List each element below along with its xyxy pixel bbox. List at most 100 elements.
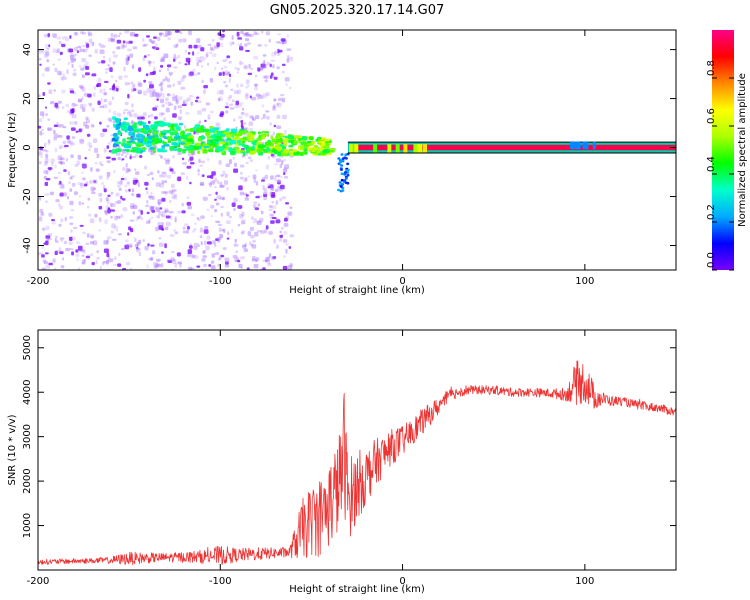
noise-cell: [233, 168, 239, 173]
blob-cell: [592, 141, 596, 150]
band-cell: [291, 149, 298, 153]
noise-cell: [220, 33, 225, 38]
noise-cell: [93, 92, 96, 98]
noise-cell: [247, 72, 253, 75]
noise-cell: [251, 258, 257, 262]
noise-cell: [218, 160, 222, 165]
noise-cell: [169, 73, 172, 77]
noise-cell: [169, 168, 174, 172]
noise-cell: [104, 219, 108, 225]
noise-cell: [156, 258, 161, 262]
noise-cell: [57, 135, 63, 138]
noise-cell: [282, 168, 288, 173]
noise-cell: [53, 124, 59, 127]
noise-cell: [277, 48, 280, 54]
noise-cell: [110, 32, 114, 37]
noise-cell: [166, 64, 172, 68]
noise-cell: [249, 115, 254, 119]
band-cell: [167, 139, 172, 144]
noise-cell: [240, 83, 244, 88]
noise-cell: [75, 253, 80, 257]
noise-cell: [247, 42, 251, 45]
noise-cell: [134, 243, 139, 248]
noise-cell: [69, 90, 75, 94]
noise-cell: [59, 237, 65, 240]
noise-cell: [92, 179, 98, 185]
noise-cell: [222, 247, 227, 250]
noise-cell: [77, 267, 81, 270]
noise-cell: [147, 54, 151, 57]
noise-cell: [244, 197, 250, 202]
band-cell: [178, 122, 184, 126]
noise-cell: [125, 41, 130, 45]
band-cell: [132, 132, 136, 138]
noise-cell: [110, 191, 114, 195]
band-cell: [152, 136, 159, 142]
noise-cell: [173, 53, 177, 59]
noise-cell: [241, 107, 245, 111]
noise-cell: [74, 53, 78, 56]
noise-cell: [58, 144, 64, 148]
noise-cell: [231, 202, 236, 207]
noise-cell: [125, 60, 129, 66]
noise-cell: [106, 176, 109, 180]
band-cell: [346, 174, 350, 177]
noise-cell: [45, 43, 48, 49]
noise-cell: [118, 216, 121, 220]
noise-cell: [245, 194, 249, 197]
band-cell: [161, 145, 165, 149]
noise-cell: [235, 126, 238, 129]
band-cell: [340, 153, 344, 156]
noise-cell: [271, 155, 277, 158]
noise-cell: [91, 41, 95, 47]
noise-cell: [104, 68, 110, 71]
noise-cell: [248, 63, 251, 69]
band-cell: [140, 128, 145, 132]
noise-cell: [142, 44, 147, 47]
noise-cell: [257, 67, 261, 72]
noise-cell: [158, 242, 164, 247]
noise-cell: [282, 114, 287, 120]
noise-cell: [215, 220, 221, 223]
noise-cell: [269, 186, 274, 191]
noise-cell: [138, 82, 143, 87]
noise-cell: [128, 40, 133, 44]
noise-cell: [88, 32, 93, 37]
noise-cell: [66, 135, 70, 140]
noise-cell: [175, 95, 179, 98]
noise-cell: [255, 93, 261, 97]
noise-cell: [65, 103, 70, 108]
band-cell: [339, 168, 343, 171]
noise-cell: [186, 196, 190, 200]
blob-cell: [574, 141, 578, 150]
noise-cell: [202, 255, 208, 258]
noise-cell: [82, 163, 87, 169]
noise-cell: [93, 187, 96, 191]
noise-cell: [161, 191, 166, 194]
noise-cell: [99, 43, 104, 49]
noise-cell: [59, 146, 63, 150]
noise-cell: [222, 30, 225, 33]
noise-cell: [93, 85, 97, 91]
noise-cell: [120, 214, 124, 218]
noise-cell: [52, 258, 56, 263]
noise-cell: [186, 229, 189, 234]
noise-cell: [99, 161, 103, 166]
noise-cell: [120, 43, 125, 47]
band-cell: [217, 146, 224, 152]
noise-cell: [103, 88, 106, 93]
noise-cell: [124, 184, 128, 188]
band-cell: [215, 135, 222, 141]
noise-cell: [168, 190, 174, 194]
band-cell: [344, 157, 348, 160]
noise-cell: [39, 63, 42, 66]
noise-cell: [253, 56, 259, 60]
band-cell: [288, 145, 294, 148]
noise-cell: [171, 251, 175, 254]
noise-cell: [233, 243, 239, 247]
noise-cell: [276, 125, 282, 129]
noise-cell: [275, 219, 281, 224]
noise-cell: [231, 99, 235, 103]
noise-cell: [269, 122, 272, 126]
noise-cell: [106, 252, 110, 258]
